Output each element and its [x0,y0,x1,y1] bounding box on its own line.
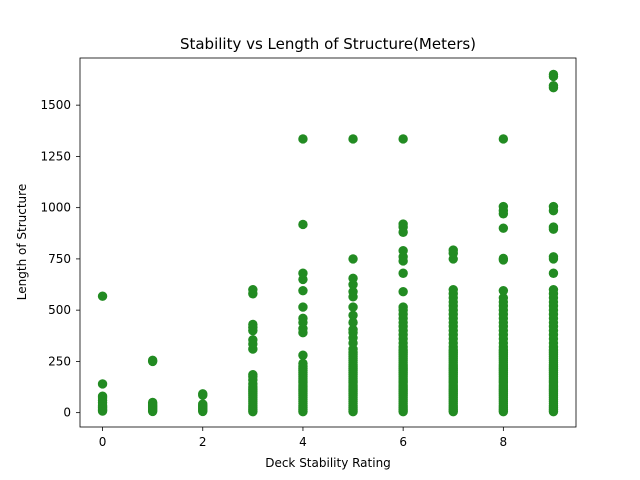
data-point [348,317,358,328]
y-axis-label: Length of Structure [15,184,29,300]
data-point [248,335,258,345]
data-point [398,134,408,144]
x-axis-label: Deck Stability Rating [265,456,391,470]
data-point [498,134,509,144]
data-point [548,222,559,232]
data-point [198,389,208,399]
data-point [498,223,509,233]
data-point [298,134,308,144]
data-point [448,245,458,255]
data-point [97,291,108,301]
data-point [348,254,358,264]
data-point [298,285,308,296]
data-point [198,399,208,409]
y-tick-label: 1500 [40,98,71,112]
data-point [498,293,509,303]
x-tick-label: 0 [99,435,107,449]
plot-frame [79,57,577,428]
chart-title: Stability vs Length of Structure(Meters) [180,35,476,53]
data-point [548,80,559,91]
y-tick-label: 1250 [40,149,71,163]
data-point [298,350,308,360]
data-point [348,302,358,312]
data-point [248,319,258,330]
data-point [398,268,408,278]
y-tick-label: 250 [48,354,71,368]
data-point [348,310,358,320]
data-point [498,285,509,296]
data-point [548,268,559,278]
plot-area [80,58,576,427]
data-point [298,313,308,324]
x-tick-label: 2 [199,435,207,449]
data-point [498,253,509,264]
x-axis-ticks: 0 2 4 6 8 [99,427,507,449]
data-point [147,355,158,366]
data-point [298,219,308,230]
data-point [248,284,258,295]
data-point [448,284,458,295]
data-point [398,302,408,312]
y-tick-label: 1000 [40,201,71,215]
y-tick-label: 750 [48,252,71,266]
data-points-layer [97,69,559,417]
data-point [548,252,559,262]
data-point [298,268,308,278]
x-tick-label: 8 [500,435,508,449]
x-tick-label: 4 [299,435,307,449]
data-point [398,246,408,256]
data-point [348,287,358,297]
data-point [248,370,258,380]
y-tick-label: 500 [48,303,71,317]
x-tick-label: 6 [399,435,407,449]
data-point [97,379,108,389]
data-point [348,134,358,144]
data-point [348,273,358,284]
data-point [498,201,509,212]
data-point [398,287,408,297]
data-point [97,391,108,401]
y-axis-ticks: 0 250 500 750 1000 1250 1500 [40,98,80,420]
data-point [147,397,158,408]
data-point [548,284,559,295]
data-point [398,219,408,229]
data-point [548,69,559,80]
data-point [298,358,308,369]
data-point [548,201,559,212]
data-point [298,302,308,312]
data-point [348,324,358,335]
y-tick-label: 0 [63,406,71,420]
